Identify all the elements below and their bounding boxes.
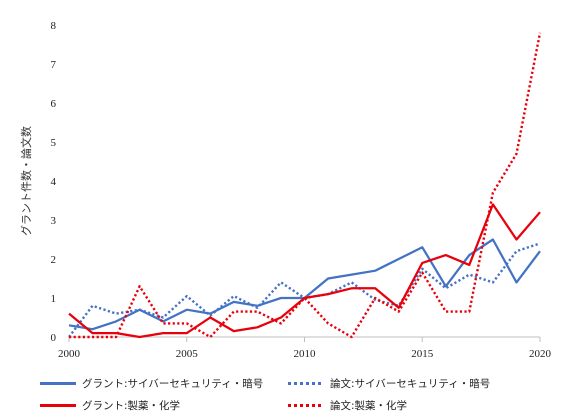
series-line-1 xyxy=(68,242,541,338)
x-tick-labels: 2000 2005 2010 2015 2020 xyxy=(58,337,552,360)
y-tick-label: 0 xyxy=(51,332,57,344)
series-line-0 xyxy=(68,238,541,331)
legend: グラント:サイバーセキュリティ・暗号 論文:サイバーセキュリティ・暗号 グラント… xyxy=(40,372,560,416)
series-line-2 xyxy=(68,203,541,339)
legend-swatch-paper-pharma xyxy=(288,403,324,407)
line-chart: グラント件数・論文数 0 1 2 3 4 5 6 7 8 2000 2005 2010 2015 202… xyxy=(19,20,552,360)
x-tick-label: 2005 xyxy=(176,348,199,360)
legend-swatch-paper-cyber xyxy=(288,381,324,385)
x-tick-label: 2010 xyxy=(294,348,317,360)
legend-item-paper-pharma: 論文:製薬・化学 xyxy=(288,396,407,414)
legend-swatch-grant-pharma xyxy=(40,403,76,407)
legend-item-grant-cyber: グラント:サイバーセキュリティ・暗号 xyxy=(40,374,263,392)
legend-item-grant-pharma: グラント:製薬・化学 xyxy=(40,396,180,414)
y-tick-label: 3 xyxy=(51,215,57,227)
y-tick-label: 5 xyxy=(51,137,57,149)
x-tick-label: 2015 xyxy=(411,348,434,360)
series-line-3 xyxy=(69,32,542,339)
y-tick-label: 7 xyxy=(51,59,57,71)
y-tick-labels: 0 1 2 3 4 5 6 7 8 xyxy=(51,20,57,344)
legend-label-paper-pharma: 論文:製薬・化学 xyxy=(330,399,408,412)
y-tick-label: 2 xyxy=(51,254,57,266)
y-tick-label: 8 xyxy=(51,20,57,32)
y-axis-title: グラント件数・論文数 xyxy=(19,126,33,236)
legend-label-grant-cyber: グラント:サイバーセキュリティ・暗号 xyxy=(82,377,264,390)
legend-label-paper-cyber: 論文:サイバーセキュリティ・暗号 xyxy=(330,377,491,390)
series-lines xyxy=(68,32,542,339)
x-tick-label: 2020 xyxy=(529,348,552,360)
y-tick-label: 6 xyxy=(51,98,57,110)
legend-item-paper-cyber: 論文:サイバーセキュリティ・暗号 xyxy=(288,374,490,392)
y-tick-label: 4 xyxy=(51,176,57,188)
legend-swatch-grant-cyber xyxy=(40,381,76,385)
y-tick-label: 1 xyxy=(51,293,57,305)
x-tick-label: 2000 xyxy=(58,348,81,360)
legend-label-grant-pharma: グラント:製薬・化学 xyxy=(82,399,181,412)
